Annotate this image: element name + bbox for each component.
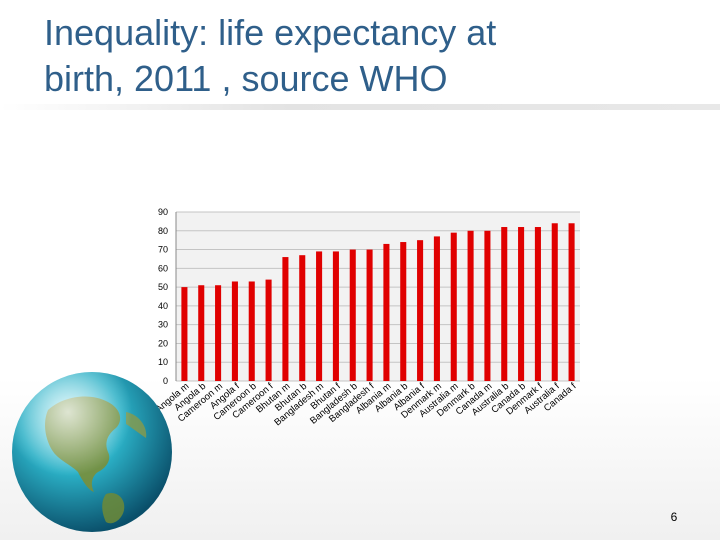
chart-y-axis: 0 10 20 30 40 50 60 70 80 90 [158,207,177,386]
plot-area [176,212,580,381]
bar [534,227,541,381]
bar [349,249,356,381]
bar [332,251,339,381]
bar [265,279,272,381]
bar [215,285,222,381]
bar [484,230,491,381]
y-tick-label: 30 [158,320,168,330]
bar [417,240,424,381]
y-tick-label: 10 [158,357,168,367]
title-divider [0,104,720,110]
bar [568,223,575,381]
slide-title: Inequality: life expectancy at birth, 20… [44,10,664,102]
bar [518,227,525,381]
bar [248,281,255,381]
y-tick-label: 50 [158,282,168,292]
title-line-2: birth, 2011 , source WHO [44,58,448,99]
bar [198,285,205,381]
y-tick-label: 70 [158,245,168,255]
bar [299,255,306,381]
bar [316,251,323,381]
chart-bars [181,223,575,381]
y-tick-label: 90 [158,207,168,217]
y-tick-label: 60 [158,263,168,273]
globe-icon [12,372,172,532]
bar [467,230,474,381]
bar [383,243,390,381]
title-line-1: Inequality: life expectancy at [44,12,497,53]
bar [400,242,407,381]
page-number: 6 [670,510,678,524]
bar [282,257,289,381]
bar [181,287,188,381]
bar [231,281,238,381]
y-tick-label: 0 [163,376,168,386]
bar [366,249,373,381]
y-tick-label: 80 [158,226,168,236]
bar [551,223,558,381]
y-tick-label: 40 [158,301,168,311]
bar [433,236,440,381]
y-tick-label: 20 [158,338,168,348]
chart-gridlines [176,211,580,382]
bar [501,227,508,381]
bar [450,232,457,381]
